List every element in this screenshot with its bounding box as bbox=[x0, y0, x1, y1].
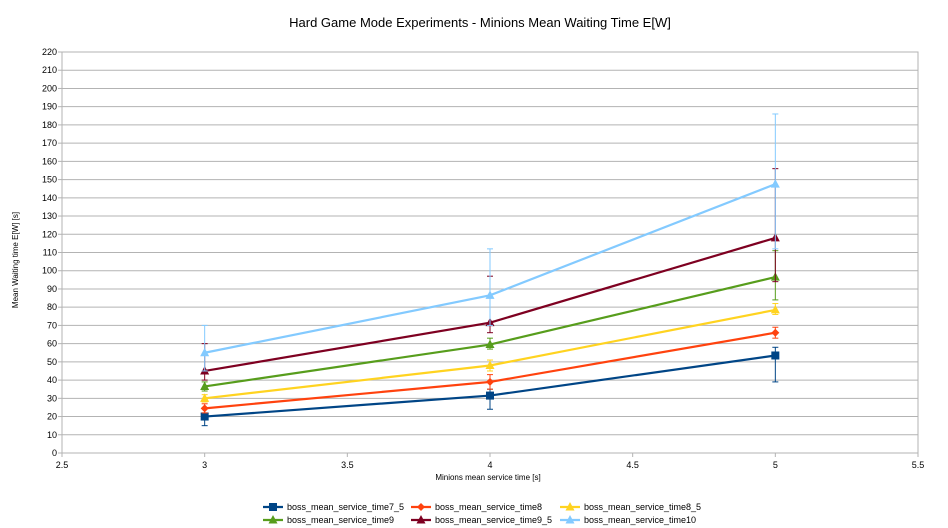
y-axis-label: Mean Waiting time E[W] [s] bbox=[11, 212, 20, 308]
y-tick-label: 180 bbox=[42, 120, 57, 130]
y-tick-label: 130 bbox=[42, 211, 57, 221]
series-boss_mean_service_time8_5 bbox=[200, 303, 780, 403]
y-tick-label: 90 bbox=[47, 284, 57, 294]
x-tick-label: 4.5 bbox=[626, 460, 639, 470]
y-tick-label: 150 bbox=[42, 175, 57, 185]
data-point bbox=[486, 377, 494, 386]
data-point bbox=[771, 328, 780, 337]
data-point bbox=[770, 179, 780, 188]
y-tick-label: 20 bbox=[47, 412, 57, 422]
data-point bbox=[200, 412, 209, 421]
series-boss_mean_service_time10 bbox=[200, 113, 780, 372]
legend-marker bbox=[269, 503, 277, 511]
legend-marker bbox=[417, 503, 425, 511]
x-axis-ticks: 2.5 3 3.5 4 4.5 5 5.5 bbox=[56, 453, 925, 470]
data-point bbox=[200, 347, 210, 357]
x-axis-label: Minions mean service time [s] bbox=[435, 473, 540, 482]
series-group bbox=[200, 113, 780, 427]
x-tick-label: 3.5 bbox=[341, 460, 354, 470]
y-tick-label: 120 bbox=[42, 229, 57, 239]
legend-label: boss_mean_service_time10 bbox=[584, 515, 696, 525]
y-tick-label: 190 bbox=[42, 102, 57, 112]
y-tick-label: 220 bbox=[42, 47, 57, 57]
x-tick-label: 4 bbox=[487, 460, 492, 470]
legend-item: boss_mean_service_time8_5 bbox=[560, 502, 701, 512]
legend-marker bbox=[416, 515, 426, 524]
legend-marker bbox=[565, 502, 575, 511]
y-tick-label: 40 bbox=[47, 375, 57, 385]
series-boss_mean_service_time8 bbox=[200, 326, 780, 414]
data-point bbox=[485, 290, 495, 299]
y-tick-label: 200 bbox=[42, 83, 57, 93]
data-point bbox=[486, 391, 494, 400]
legend-label: boss_mean_service_time9 bbox=[287, 515, 394, 525]
y-tick-label: 70 bbox=[47, 320, 57, 330]
x-tick-label: 2.5 bbox=[56, 460, 69, 470]
legend-marker bbox=[565, 515, 575, 524]
y-tick-label: 30 bbox=[47, 393, 57, 403]
y-tick-label: 160 bbox=[42, 156, 57, 166]
legend-label: boss_mean_service_time7_5 bbox=[287, 502, 404, 512]
legend-label: boss_mean_service_time8 bbox=[435, 502, 542, 512]
legend-marker bbox=[268, 515, 278, 524]
x-tick-label: 5 bbox=[773, 460, 778, 470]
data-point bbox=[770, 304, 780, 314]
legend-item: boss_mean_service_time9_5 bbox=[411, 515, 552, 525]
x-tick-label: 3 bbox=[202, 460, 207, 470]
y-tick-label: 60 bbox=[47, 339, 57, 349]
data-point bbox=[485, 360, 495, 370]
y-tick-label: 0 bbox=[52, 448, 57, 458]
y-tick-label: 10 bbox=[47, 430, 57, 440]
legend-label: boss_mean_service_time8_5 bbox=[584, 502, 701, 512]
y-tick-label: 80 bbox=[47, 302, 57, 312]
data-point bbox=[200, 393, 210, 402]
y-tick-label: 110 bbox=[43, 248, 57, 258]
chart-title: Hard Game Mode Experiments - Minions Mea… bbox=[289, 15, 671, 30]
x-tick-label: 5.5 bbox=[912, 460, 925, 470]
legend-item: boss_mean_service_time10 bbox=[560, 515, 696, 525]
data-point bbox=[200, 381, 210, 390]
legend-label: boss_mean_service_time9_5 bbox=[435, 515, 552, 525]
data-point bbox=[485, 339, 495, 349]
y-tick-label: 50 bbox=[47, 357, 57, 367]
series-boss_mean_service_time7_5 bbox=[200, 346, 780, 427]
data-point bbox=[200, 404, 209, 413]
series-boss_mean_service_time9 bbox=[200, 250, 780, 392]
y-tick-label: 100 bbox=[42, 266, 57, 276]
legend-item: boss_mean_service_time7_5 bbox=[263, 502, 404, 512]
data-point bbox=[771, 351, 780, 360]
y-axis-ticks: 0 10 20 30 40 50 60 70 80 90 100 110 120 130 140 150 160… bbox=[42, 47, 62, 458]
y-tick-label: 170 bbox=[42, 138, 57, 148]
y-tick-label: 210 bbox=[42, 65, 57, 75]
legend-item: boss_mean_service_time9 bbox=[263, 515, 394, 525]
legend-item: boss_mean_service_time8 bbox=[411, 502, 542, 512]
y-tick-label: 140 bbox=[42, 193, 57, 203]
legend: boss_mean_service_time7_5 boss_mean_servi… bbox=[263, 502, 701, 525]
